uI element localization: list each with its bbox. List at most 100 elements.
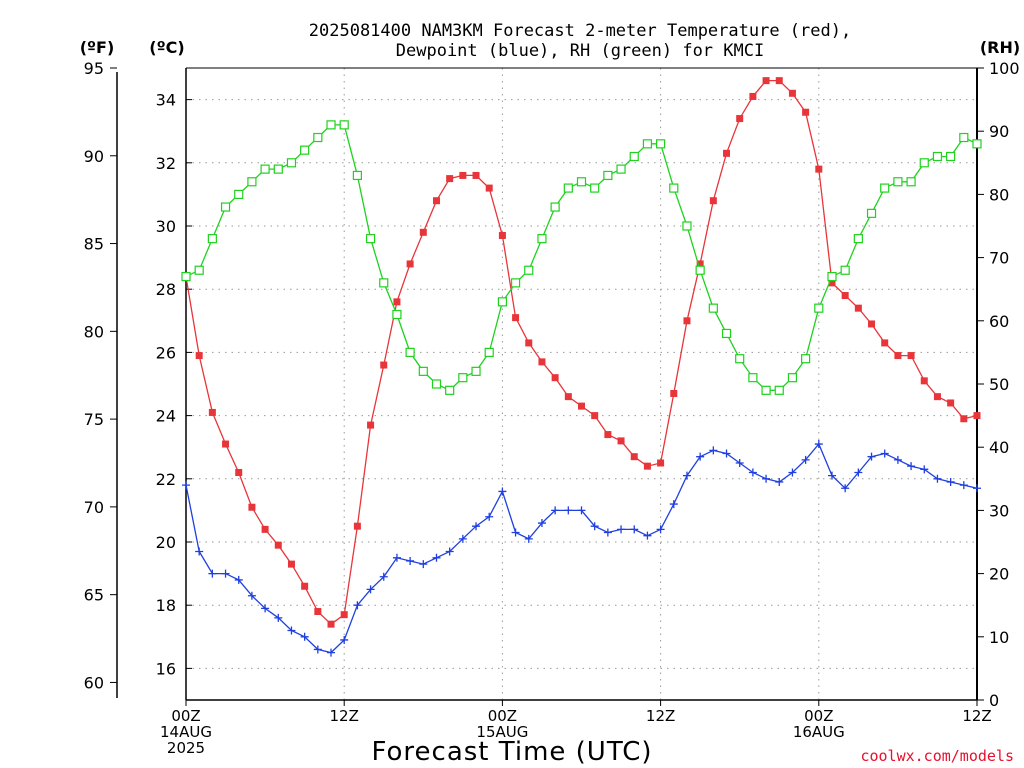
temperature-point xyxy=(340,611,348,619)
rh-point xyxy=(853,234,863,244)
dewpoint-point xyxy=(287,626,296,635)
rh-point xyxy=(326,120,336,130)
dewpoint-point xyxy=(234,575,243,584)
temperature-point xyxy=(485,184,493,192)
rh-point xyxy=(405,347,415,357)
rh-point xyxy=(840,265,850,275)
rh-point xyxy=(655,139,666,149)
temperature-point xyxy=(894,352,902,360)
rh-point xyxy=(471,366,481,376)
temperature-point xyxy=(643,462,651,470)
celsius-tick-label: 16 xyxy=(156,659,176,678)
fahrenheit-tick-label: 85 xyxy=(84,235,104,254)
rh-point xyxy=(234,189,244,199)
rh-point xyxy=(260,164,270,174)
temperature-point xyxy=(564,393,572,401)
dewpoint-point xyxy=(208,569,217,578)
x-tick-label: 00Z xyxy=(171,707,200,725)
dewpoint-point xyxy=(247,591,256,600)
temperature-series-line xyxy=(185,79,978,626)
temperature-point xyxy=(301,582,309,590)
x-axis-label: Forecast Time (UTC) xyxy=(371,737,652,767)
fahrenheit-tick-label: 90 xyxy=(84,147,104,166)
temperature-point xyxy=(881,339,889,347)
dewpoint-point xyxy=(893,455,902,464)
rh-tick-label: 70 xyxy=(989,249,1009,268)
rh-point xyxy=(484,347,494,357)
rh-axis-unit: (RH) xyxy=(980,38,1020,57)
rh-point xyxy=(550,202,560,212)
rh-point xyxy=(642,139,653,149)
dewpoint-point xyxy=(880,449,889,458)
rh-point xyxy=(814,303,824,313)
dewpoint-point xyxy=(353,601,362,610)
temperature-point xyxy=(788,89,796,97)
credit-link[interactable]: coolwx.com/models xyxy=(860,747,1014,765)
dewpoint-point xyxy=(340,635,349,644)
temperature-point xyxy=(248,503,256,511)
dewpoint-point xyxy=(841,484,850,493)
x-tick-label: 00Z xyxy=(488,707,517,725)
rh-point xyxy=(207,234,217,244)
celsius-tick-label: 26 xyxy=(156,343,176,362)
rh-point xyxy=(708,303,718,313)
rh-point xyxy=(524,265,534,275)
celsius-tick-label: 24 xyxy=(156,407,176,426)
rh-point xyxy=(431,379,442,389)
rh-point xyxy=(510,278,521,288)
rh-point xyxy=(682,221,692,231)
dewpoint-point xyxy=(920,465,929,474)
rh-point xyxy=(220,202,231,212)
dewpoint-point xyxy=(524,534,533,543)
rh-tick-label: 0 xyxy=(989,691,999,710)
temperature-point xyxy=(393,298,401,306)
dewpoint-point xyxy=(366,585,375,594)
dewpoint-point xyxy=(827,471,836,480)
temperature-point xyxy=(208,408,216,416)
rh-point xyxy=(959,132,969,143)
temperature-point xyxy=(749,92,757,100)
dewpoint-point xyxy=(379,572,388,581)
rh-point xyxy=(669,183,679,193)
rh-point xyxy=(866,208,877,218)
dewpoint-point xyxy=(801,455,810,464)
dewpoint-point xyxy=(485,512,494,521)
temperature-point xyxy=(762,77,770,85)
rh-point xyxy=(880,183,890,193)
temperature-point xyxy=(406,260,414,268)
temperature-point xyxy=(512,314,520,322)
grid-lines xyxy=(186,68,977,700)
rh-point xyxy=(392,309,402,320)
celsius-tick-label: 34 xyxy=(156,91,176,110)
temperature-point xyxy=(920,377,928,385)
x-tick-label: 16AUG xyxy=(793,723,845,741)
temperature-point xyxy=(683,317,691,325)
rh-point xyxy=(893,177,903,187)
temperature-point xyxy=(775,77,783,85)
temperature-point xyxy=(670,389,678,397)
dewpoint-point xyxy=(907,462,916,471)
temperature-point xyxy=(367,421,375,429)
celsius-tick-label: 30 xyxy=(156,217,176,236)
temperature-point xyxy=(446,175,454,183)
rh-point xyxy=(418,366,428,376)
rh-point xyxy=(352,170,362,181)
rh-tick-label: 50 xyxy=(989,375,1009,394)
x-tick-label: 15AUG xyxy=(476,723,528,741)
temperature-point xyxy=(538,358,546,366)
dewpoint-point xyxy=(696,452,705,461)
rh-point xyxy=(801,354,811,364)
celsius-tick-label: 20 xyxy=(156,533,176,552)
chart-title-line1: 2025081400 NAM3KM Forecast 2-meter Tempe… xyxy=(309,21,851,41)
dewpoint-point xyxy=(564,506,573,515)
rh-point xyxy=(827,271,837,282)
temperature-point xyxy=(630,453,638,461)
x-tick-label: 12Z xyxy=(330,707,359,725)
rh-point xyxy=(919,158,929,168)
dewpoint-point xyxy=(537,519,546,528)
temperature-point xyxy=(841,292,849,300)
dewpoint-point xyxy=(630,525,639,534)
temperature-point xyxy=(604,431,612,439)
